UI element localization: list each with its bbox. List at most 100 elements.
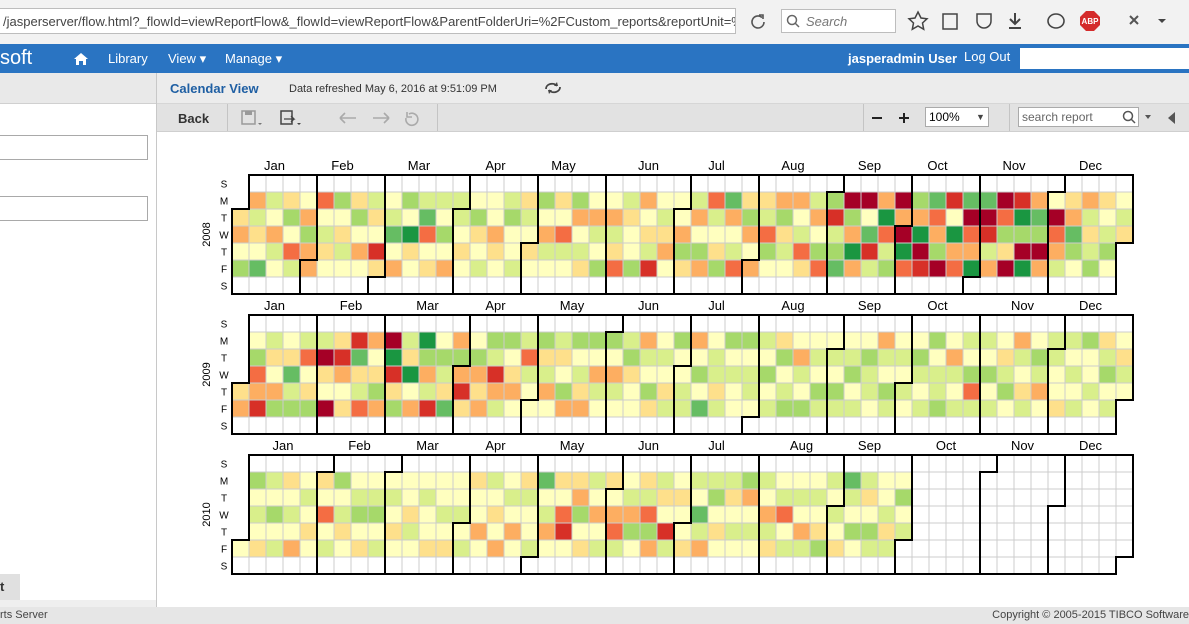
day-cell xyxy=(571,191,590,210)
nav-item[interactable]: View ▾ xyxy=(168,51,207,66)
day-cell xyxy=(945,399,964,418)
refresh-icon[interactable] xyxy=(543,80,563,96)
empty-cell xyxy=(520,416,539,435)
day-cell xyxy=(962,399,981,418)
day-cell xyxy=(486,399,505,418)
day-cell xyxy=(911,331,930,350)
day-cell xyxy=(282,259,301,278)
logout-link[interactable]: Log Out xyxy=(964,49,1011,64)
day-cell xyxy=(469,539,488,558)
day-cell xyxy=(520,488,539,507)
month-outline xyxy=(673,454,760,575)
day-cell xyxy=(894,225,913,244)
empty-cell xyxy=(707,276,726,295)
day-cell xyxy=(1030,225,1049,244)
home-icon[interactable] xyxy=(73,52,89,66)
empty-cell xyxy=(1047,471,1066,490)
day-cell xyxy=(571,208,590,227)
toolbar-icons xyxy=(241,110,419,127)
day-cell xyxy=(1081,331,1100,350)
day-cell xyxy=(979,208,998,227)
day-cell xyxy=(1081,242,1100,261)
day-cell xyxy=(1098,208,1117,227)
day-cell xyxy=(911,365,930,384)
sidebar-input[interactable] xyxy=(0,196,148,221)
day-label: W xyxy=(219,371,229,382)
day-cell xyxy=(486,259,505,278)
day-cell xyxy=(571,365,590,384)
day-cell xyxy=(945,191,964,210)
reload-button[interactable] xyxy=(744,10,774,34)
empty-cell xyxy=(945,505,964,524)
day-cell xyxy=(401,208,420,227)
empty-cell xyxy=(996,505,1015,524)
empty-cell xyxy=(724,174,743,193)
empty-cell xyxy=(571,416,590,435)
day-cell xyxy=(979,348,998,367)
day-cell xyxy=(792,505,811,524)
empty-cell xyxy=(775,276,794,295)
report-search[interactable]: search report xyxy=(1018,107,1139,127)
zoom-buttons[interactable] xyxy=(869,110,919,126)
empty-cell xyxy=(843,314,862,333)
day-cell xyxy=(435,471,454,490)
month-label: Aug xyxy=(790,438,813,453)
day-cell xyxy=(741,225,760,244)
month-label: Sep xyxy=(858,298,881,313)
empty-cell xyxy=(1064,276,1083,295)
empty-cell xyxy=(265,276,284,295)
empty-cell xyxy=(554,454,573,473)
nav-item[interactable]: Manage ▾ xyxy=(225,51,283,66)
browser-search[interactable]: Search xyxy=(781,9,896,33)
day-cell xyxy=(333,382,352,401)
empty-cell xyxy=(231,276,250,295)
day-cell xyxy=(367,225,386,244)
day-cell xyxy=(775,522,794,541)
day-cell xyxy=(316,259,335,278)
day-cell xyxy=(554,225,573,244)
empty-cell xyxy=(384,556,403,575)
zoom-select[interactable]: 100% ▼ xyxy=(925,107,989,127)
day-cell xyxy=(452,259,471,278)
adblock-badge: ABP xyxy=(1082,17,1100,26)
empty-cell xyxy=(792,454,811,473)
empty-cell xyxy=(537,454,556,473)
day-cell xyxy=(1047,242,1066,261)
day-cell xyxy=(809,471,828,490)
day-cell xyxy=(316,539,335,558)
day-label: M xyxy=(220,337,228,348)
day-cell xyxy=(877,348,896,367)
month-label: Feb xyxy=(340,298,362,313)
day-cell xyxy=(537,505,556,524)
nav-item[interactable]: Library xyxy=(108,51,148,66)
sidebar-button[interactable]: t xyxy=(0,574,20,600)
day-cell xyxy=(299,382,318,401)
day-cell xyxy=(452,488,471,507)
day-cell xyxy=(418,259,437,278)
empty-cell xyxy=(962,488,981,507)
day-cell xyxy=(1013,382,1032,401)
back-button[interactable]: Back xyxy=(178,111,210,126)
day-cell xyxy=(996,259,1015,278)
day-label: S xyxy=(221,562,228,573)
empty-cell xyxy=(996,174,1015,193)
day-cell xyxy=(928,348,947,367)
day-cell xyxy=(877,365,896,384)
empty-cell xyxy=(1115,488,1134,507)
empty-cell xyxy=(537,276,556,295)
day-cell xyxy=(809,365,828,384)
day-cell xyxy=(1064,191,1083,210)
day-cell xyxy=(826,522,845,541)
day-cell xyxy=(707,225,726,244)
address-bar[interactable]: /jasperserver/flow.html?_flowId=viewRepo… xyxy=(0,8,736,34)
day-cell xyxy=(639,539,658,558)
day-cell xyxy=(503,259,522,278)
day-cell xyxy=(571,471,590,490)
day-cell xyxy=(299,348,318,367)
sidebar-input[interactable] xyxy=(0,135,148,160)
day-cell xyxy=(622,505,641,524)
day-cell xyxy=(1013,399,1032,418)
empty-cell xyxy=(826,174,845,193)
day-cell xyxy=(979,399,998,418)
nav-search-input[interactable] xyxy=(1020,48,1189,69)
